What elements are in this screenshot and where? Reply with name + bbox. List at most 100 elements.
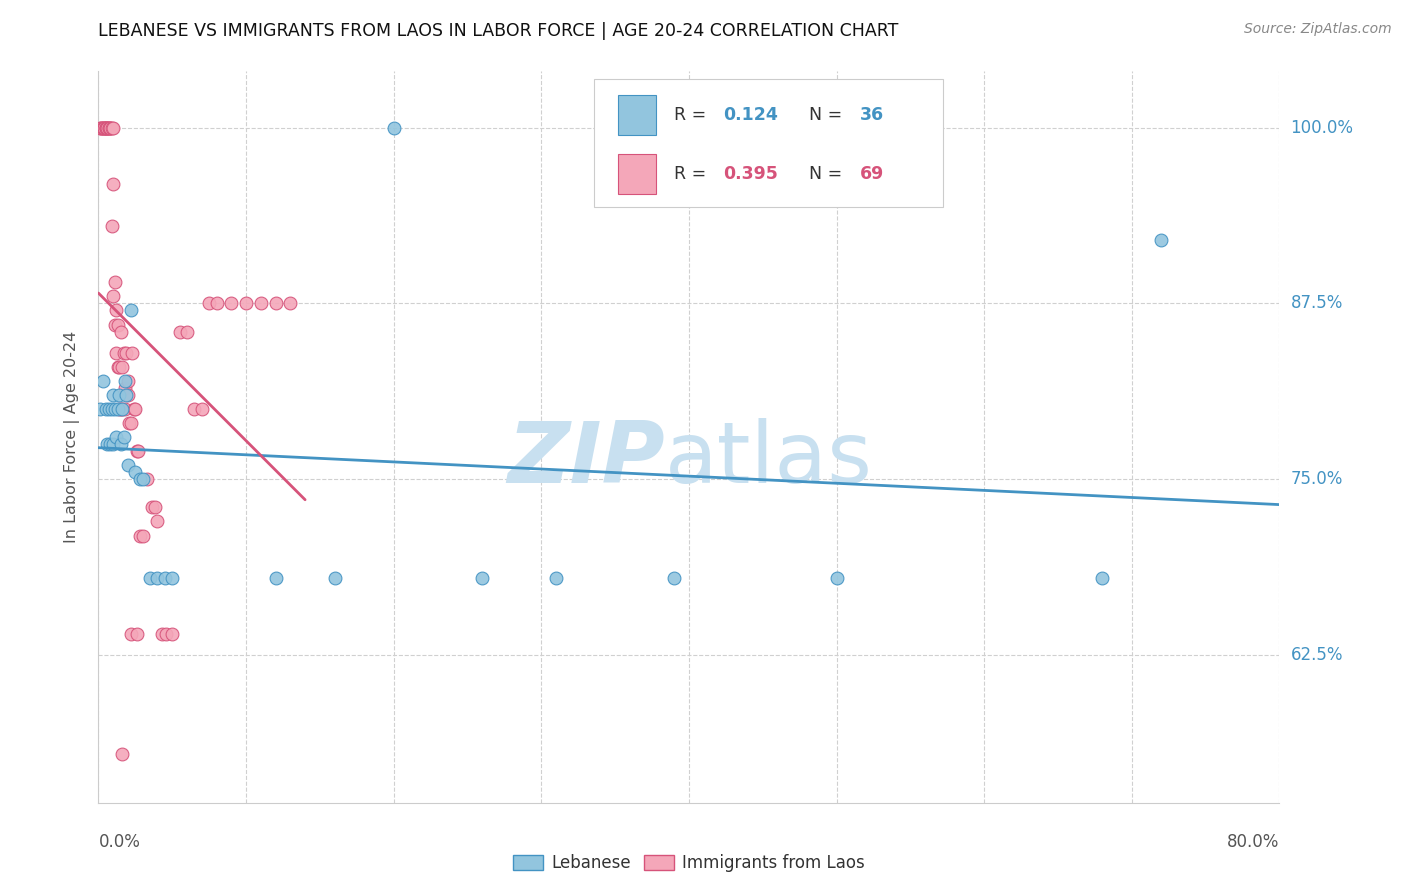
Point [90,120,112,135]
Point [107,401,129,416]
Point [114,374,136,388]
Point [108,359,131,374]
Point [94,120,117,135]
Point [162,571,183,585]
Point [118,416,141,430]
Text: 62.5%: 62.5% [1291,646,1343,665]
Point [103,388,125,402]
Point [108,388,131,402]
Point [91,374,114,388]
Point [120,416,142,430]
Text: R =: R = [673,165,711,183]
Y-axis label: In Labor Force | Age 20-24: In Labor Force | Age 20-24 [65,331,80,543]
Point [110,401,132,416]
Point [125,444,148,458]
Point [104,401,127,416]
Point [103,289,125,303]
Point [122,401,145,416]
Point [124,401,146,416]
Point [97,120,120,135]
Point [111,359,134,374]
Point [98,120,121,135]
Point [183,401,205,416]
Text: 87.5%: 87.5% [1291,294,1343,312]
Point [115,388,138,402]
Point [1091,571,1114,585]
Point [146,571,169,585]
Point [162,627,183,641]
Point [250,296,273,310]
Point [89,120,111,135]
Point [93,120,115,135]
Point [111,401,134,416]
Point [91,120,114,135]
Point [96,120,118,135]
Point [132,528,155,542]
Point [176,325,198,339]
Point [112,430,135,444]
Text: N =: N = [810,106,848,124]
Point [664,571,686,585]
Point [155,627,177,641]
Point [264,296,287,310]
Point [100,219,122,233]
Text: 0.0%: 0.0% [98,833,141,851]
FancyBboxPatch shape [595,78,943,207]
Text: ZIP: ZIP [508,417,665,500]
Point [141,500,163,515]
Point [150,627,173,641]
Point [97,401,120,416]
Point [111,747,134,761]
Point [94,120,117,135]
Point [117,388,139,402]
Point [107,359,129,374]
Point [94,401,117,416]
Point [128,528,150,542]
Point [100,120,122,135]
Point [108,401,131,416]
Point [323,571,346,585]
Point [103,120,125,135]
Point [115,345,138,359]
Text: LEBANESE VS IMMIGRANTS FROM LAOS IN LABOR FORCE | AGE 20-24 CORRELATION CHART: LEBANESE VS IMMIGRANTS FROM LAOS IN LABO… [98,22,898,40]
Point [205,296,228,310]
Point [105,430,128,444]
Point [98,120,121,135]
Point [104,276,127,290]
Point [128,472,150,486]
Point [112,345,135,359]
Point [125,627,148,641]
Point [103,437,125,451]
Point [111,401,134,416]
Point [219,296,242,310]
Point [264,571,287,585]
Text: 75.0%: 75.0% [1291,470,1343,488]
Text: 0.395: 0.395 [723,165,778,183]
Point [114,381,136,395]
Point [120,627,142,641]
Text: 80.0%: 80.0% [1227,833,1279,851]
Point [96,437,118,451]
Point [114,401,136,416]
FancyBboxPatch shape [619,153,655,194]
Point [146,515,169,529]
Text: 36: 36 [860,106,884,124]
Point [90,120,112,135]
Point [544,571,567,585]
Point [103,177,125,191]
Point [107,318,129,332]
Point [120,303,142,318]
Point [97,120,120,135]
FancyBboxPatch shape [619,95,655,136]
Point [1150,233,1173,247]
Point [104,318,127,332]
Point [94,120,117,135]
Point [198,296,221,310]
Point [93,120,115,135]
Point [136,472,159,486]
Point [169,325,191,339]
Text: R =: R = [673,106,711,124]
Point [110,325,132,339]
Point [117,458,139,473]
Point [124,465,146,479]
